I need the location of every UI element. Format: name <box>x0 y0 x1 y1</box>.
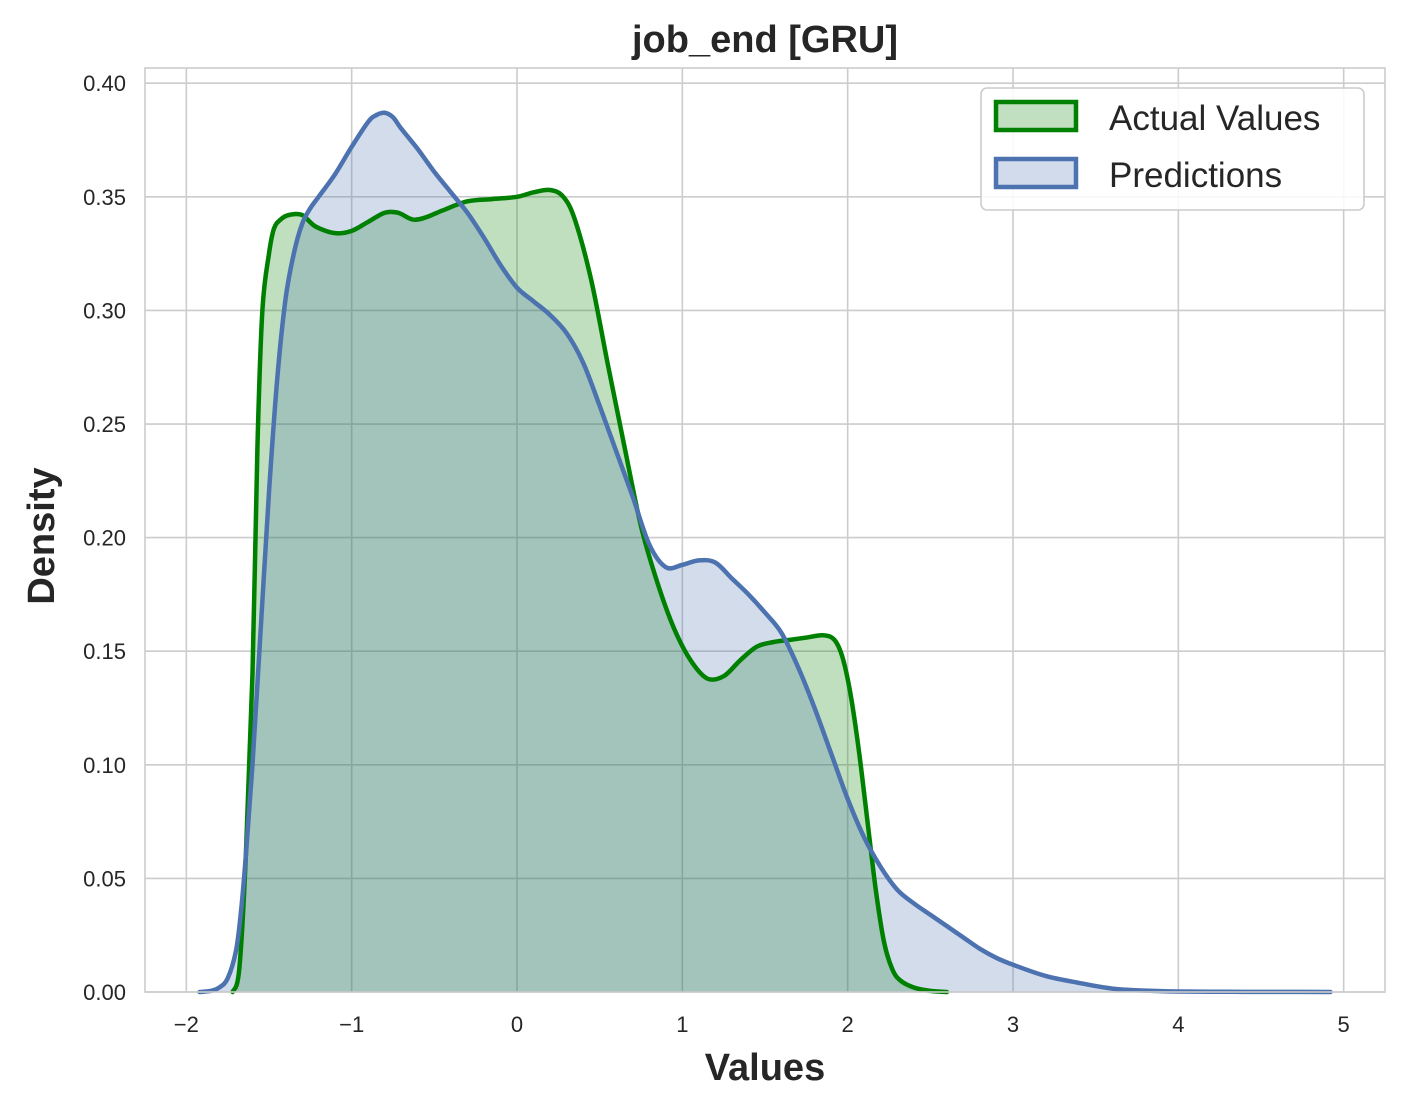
y-tick-labels: 0.00 0.05 0.10 0.15 0.20 0.25 0.30 0.35 0.40 <box>83 71 126 1005</box>
x-tick-label: 3 <box>1007 1012 1019 1037</box>
y-tick-label: 0.20 <box>83 526 126 551</box>
y-tick-label: 0.00 <box>83 980 126 1005</box>
series-lines <box>197 110 1333 995</box>
area-fill-predictions <box>199 112 1331 993</box>
x-axis-label: Values <box>705 1047 825 1089</box>
x-tick-labels: −2 −1 0 1 2 3 4 5 <box>174 1012 1350 1037</box>
y-tick-label: 0.25 <box>83 412 126 437</box>
y-axis-label: Density <box>21 467 63 604</box>
legend: Actual Values Predictions <box>980 87 1365 211</box>
x-tick-label: 2 <box>842 1012 854 1037</box>
x-tick-label: 1 <box>676 1012 688 1037</box>
legend-label-predictions: Predictions <box>1109 156 1282 195</box>
y-tick-label: 0.40 <box>83 71 126 96</box>
legend-swatch-actual-values <box>993 99 1079 133</box>
series-fills <box>199 112 1331 993</box>
area-fill-actual-values <box>232 189 947 992</box>
y-tick-label: 0.15 <box>83 639 126 664</box>
y-tick-label: 0.30 <box>83 298 126 323</box>
density-line-actual-values <box>230 187 950 995</box>
x-tick-label: 5 <box>1338 1012 1350 1037</box>
x-tick-label: −2 <box>174 1012 199 1037</box>
y-tick-label: 0.35 <box>83 185 126 210</box>
x-tick-label: −1 <box>339 1012 364 1037</box>
chart-title: job_end [GRU] <box>631 19 898 61</box>
y-tick-label: 0.05 <box>83 866 126 891</box>
y-tick-label: 0.10 <box>83 753 126 778</box>
legend-swatch-predictions <box>993 156 1079 190</box>
x-tick-label: 0 <box>511 1012 523 1037</box>
plot-frame <box>144 67 1386 993</box>
legend-label-actual-values: Actual Values <box>1109 99 1320 138</box>
grid <box>145 68 1385 993</box>
x-tick-label: 4 <box>1172 1012 1184 1037</box>
density-line-predictions <box>197 110 1333 995</box>
